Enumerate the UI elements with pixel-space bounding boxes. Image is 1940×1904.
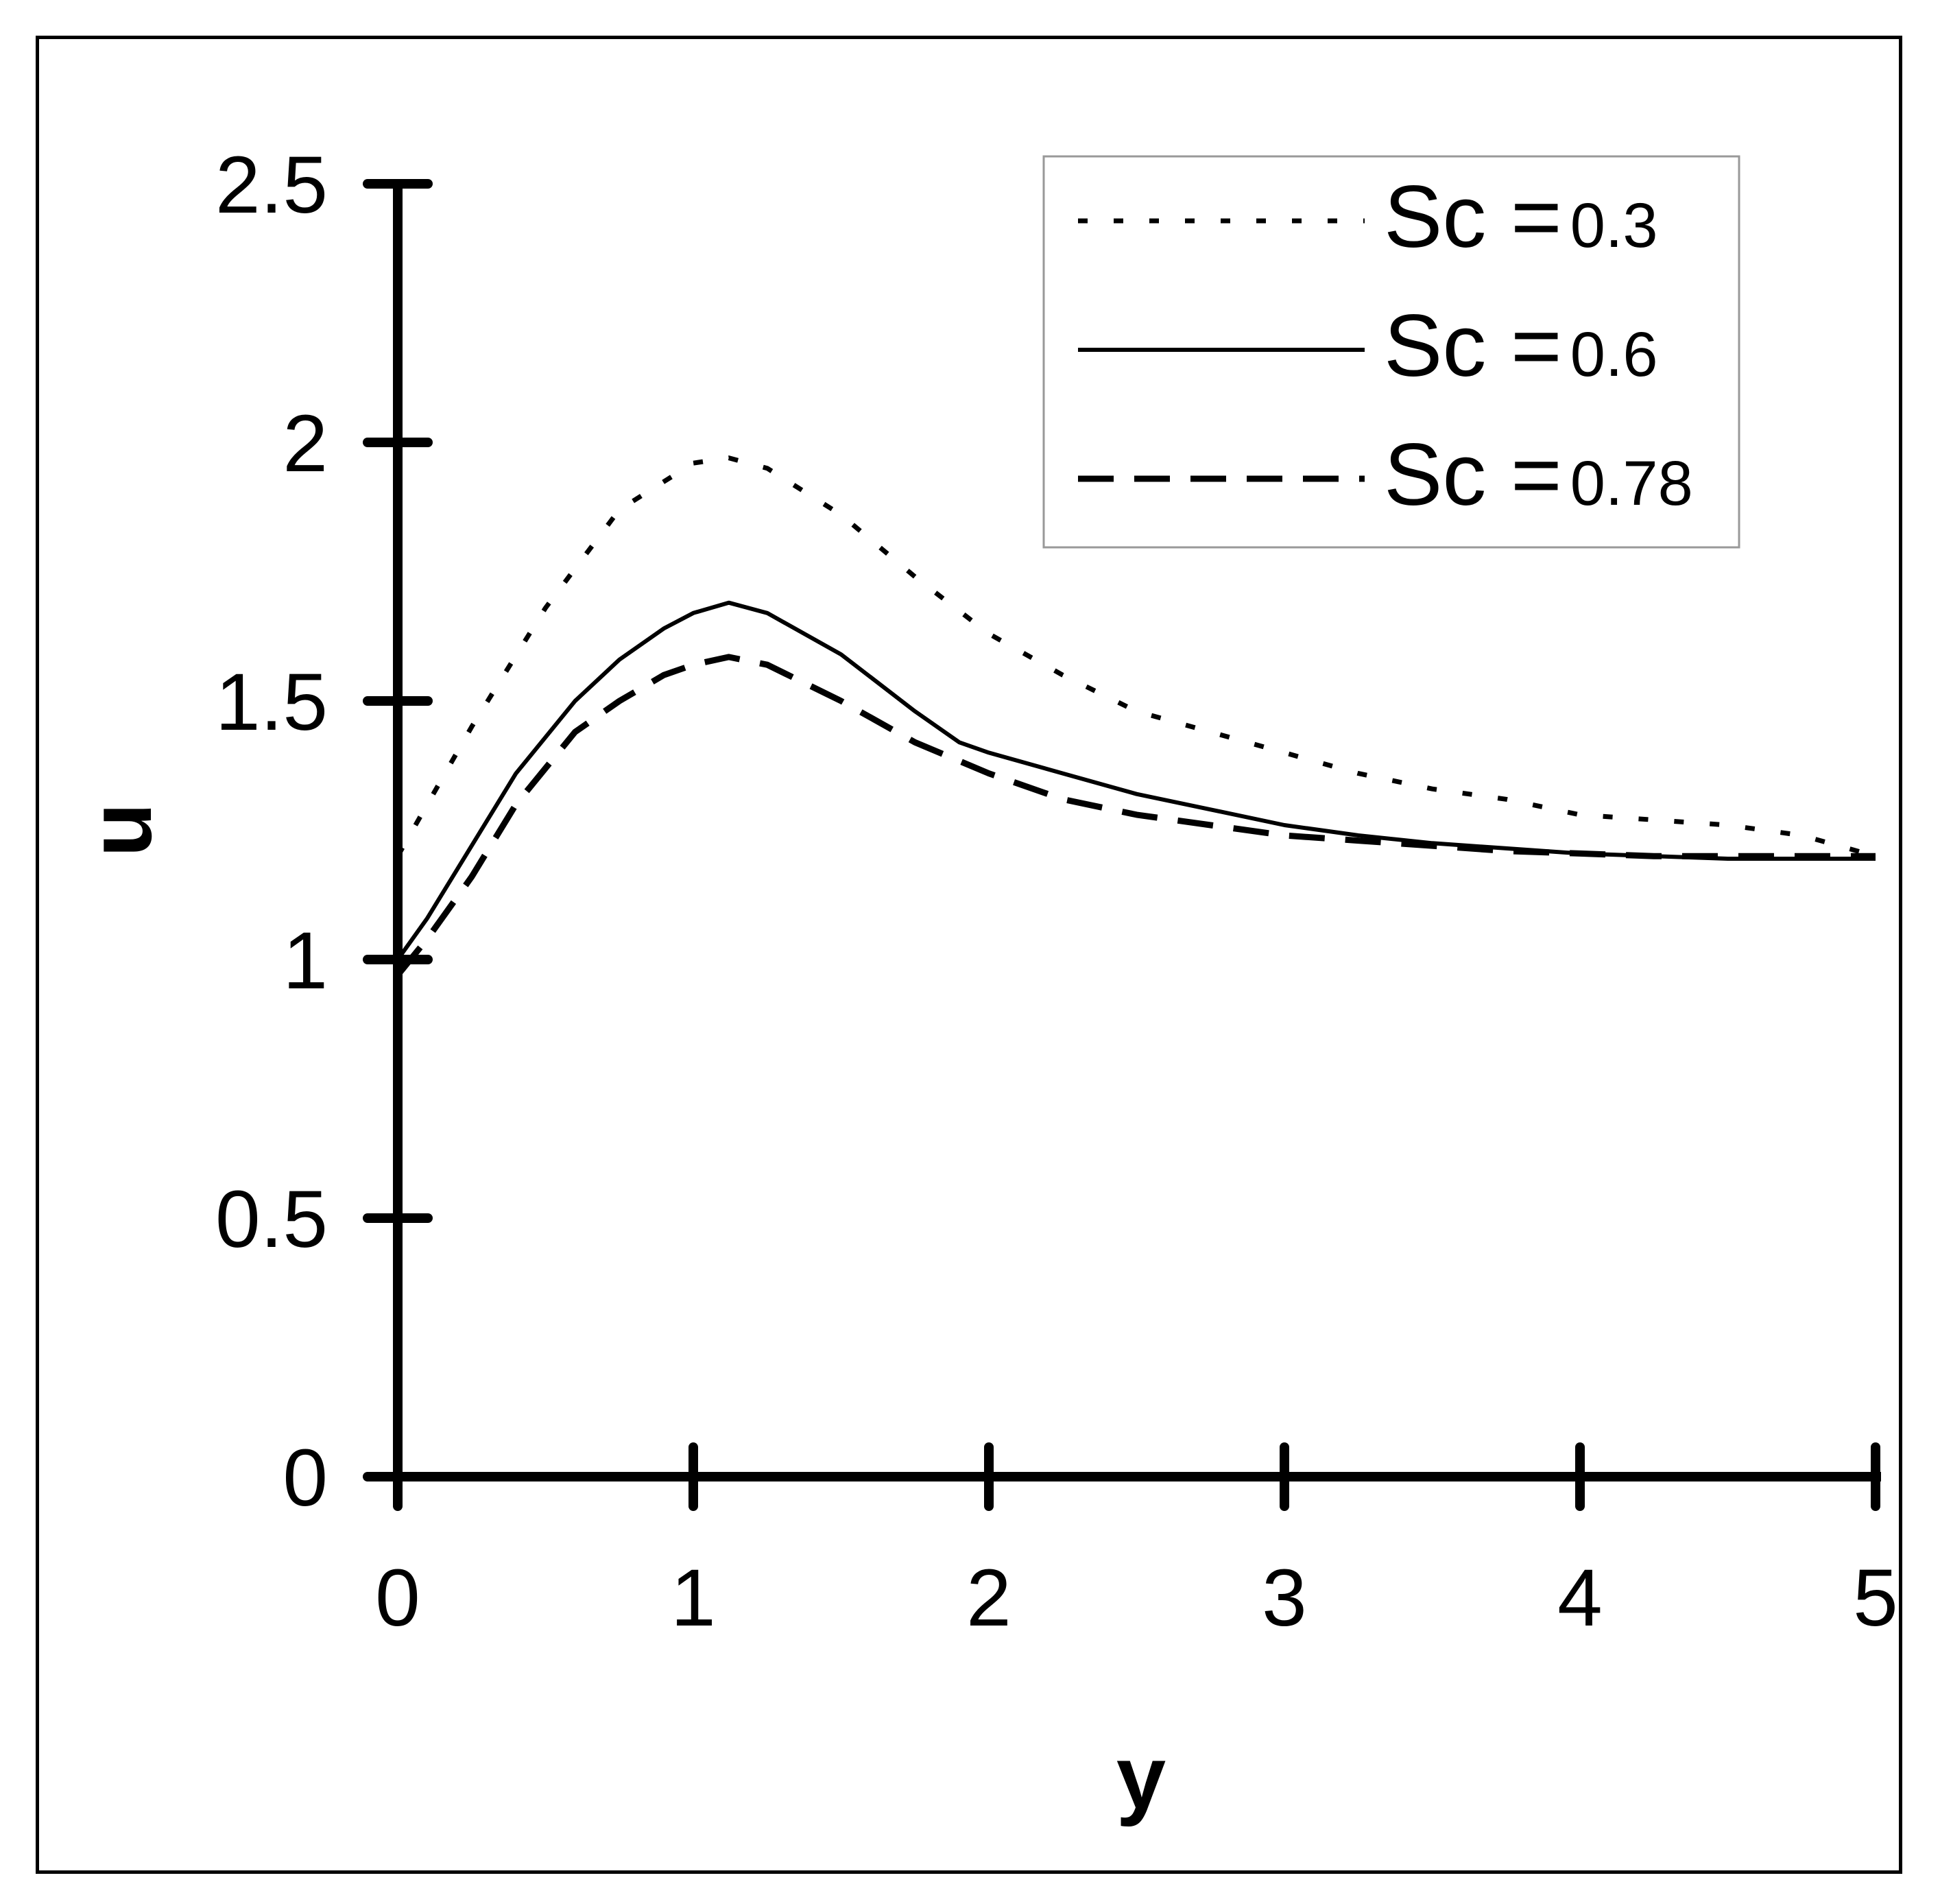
ticks-layer: 0 0.5 1 1.5 2 2.5 0 1 2 3 4 5 bbox=[215, 140, 1898, 1643]
x-tick-label: 3 bbox=[1262, 1553, 1307, 1643]
y-tick-label: 0.5 bbox=[215, 1174, 328, 1265]
x-tick-label: 4 bbox=[1557, 1553, 1603, 1643]
legend-label-value: 0.3 bbox=[1570, 191, 1658, 261]
x-tick-label: 0 bbox=[375, 1553, 420, 1643]
y-tick-label: 1.5 bbox=[215, 657, 328, 748]
y-tick-label: 1 bbox=[283, 916, 328, 1006]
legend-label-prefix: Sc = bbox=[1384, 426, 1562, 524]
x-tick-label: 5 bbox=[1853, 1553, 1898, 1643]
y-tick-label: 2 bbox=[283, 398, 328, 489]
y-axis-title: u bbox=[70, 802, 170, 857]
legend: Sc = 0.3Sc = 0.6Sc = 0.78 bbox=[1042, 155, 1740, 549]
series-line-2 bbox=[396, 600, 1876, 961]
legend-items: Sc = 0.3Sc = 0.6Sc = 0.78 bbox=[1078, 168, 1693, 524]
x-axis-title: y bbox=[1116, 1727, 1166, 1827]
x-tick-label: 1 bbox=[671, 1553, 716, 1643]
series-line-3 bbox=[395, 654, 1876, 977]
x-tick-label: 2 bbox=[966, 1553, 1011, 1643]
axes-layer bbox=[367, 184, 1881, 1481]
legend-label-prefix: Sc = bbox=[1384, 297, 1562, 395]
legend-label-2: Sc = 0.6 bbox=[1384, 297, 1658, 395]
y-tick-label: 0 bbox=[283, 1433, 328, 1523]
legend-label-value: 0.78 bbox=[1570, 449, 1693, 519]
legend-label-3: Sc = 0.78 bbox=[1384, 426, 1693, 524]
series-layer bbox=[395, 455, 1876, 977]
legend-label-1: Sc = 0.3 bbox=[1384, 168, 1658, 266]
legend-label-prefix: Sc = bbox=[1384, 168, 1562, 266]
legend-label-value: 0.6 bbox=[1570, 320, 1658, 390]
y-tick-label: 2.5 bbox=[215, 140, 328, 230]
